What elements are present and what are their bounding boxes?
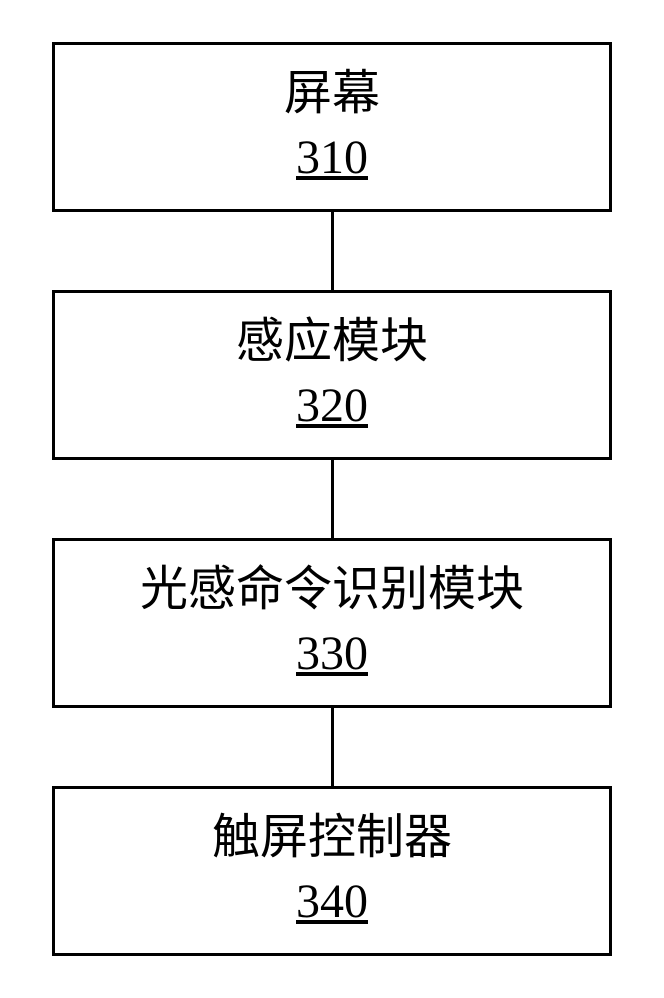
block-sensor-module: 感应模块 320 bbox=[52, 290, 612, 460]
block-number: 330 bbox=[296, 623, 368, 685]
connector bbox=[331, 708, 334, 786]
block-number: 340 bbox=[296, 871, 368, 933]
block-diagram: 屏幕 310 感应模块 320 光感命令识别模块 330 触屏控制器 340 bbox=[40, 42, 624, 956]
connector bbox=[331, 212, 334, 290]
block-label: 感应模块 bbox=[236, 313, 428, 371]
block-screen: 屏幕 310 bbox=[52, 42, 612, 212]
block-touchscreen-controller: 触屏控制器 340 bbox=[52, 786, 612, 956]
block-light-command-recognition-module: 光感命令识别模块 330 bbox=[52, 538, 612, 708]
connector bbox=[331, 460, 334, 538]
block-label: 触屏控制器 bbox=[212, 809, 452, 867]
block-label: 屏幕 bbox=[284, 65, 380, 123]
block-label: 光感命令识别模块 bbox=[140, 561, 524, 619]
block-number: 320 bbox=[296, 375, 368, 437]
block-number: 310 bbox=[296, 127, 368, 189]
